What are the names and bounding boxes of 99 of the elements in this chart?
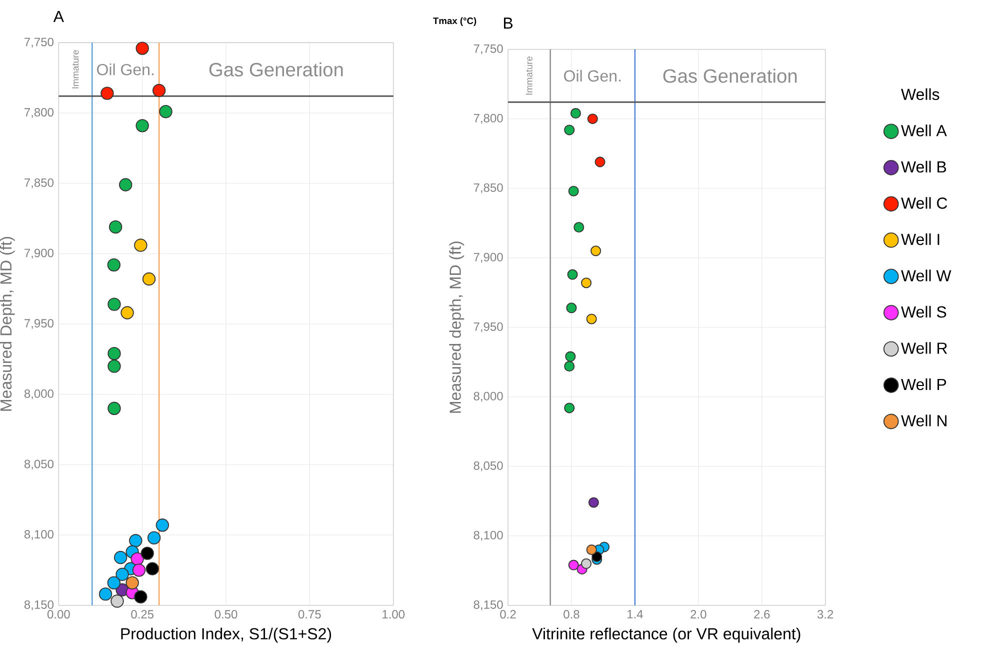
y-tick-label: 8,100 bbox=[24, 530, 54, 540]
y-tick-label: 7,850 bbox=[474, 183, 503, 194]
y-tick-label: 8,150 bbox=[24, 600, 54, 610]
point bbox=[110, 594, 124, 608]
point bbox=[567, 269, 578, 280]
chart-title: B bbox=[504, 17, 512, 28]
legend-label: Well N bbox=[901, 414, 946, 426]
chart-title: A bbox=[53, 10, 64, 22]
point bbox=[588, 497, 599, 508]
y-tick-label: 7,750 bbox=[474, 44, 503, 54]
legend-label: Well B bbox=[901, 160, 946, 172]
point bbox=[136, 42, 149, 55]
point bbox=[586, 314, 597, 324]
y-tick-label: 7,750 bbox=[24, 38, 54, 48]
x-tick-label: 0.2 bbox=[500, 610, 516, 618]
point bbox=[100, 86, 114, 100]
text: Tmax (°C) bbox=[433, 17, 476, 26]
point bbox=[136, 118, 149, 132]
annotation: Immature bbox=[72, 50, 79, 88]
point bbox=[126, 576, 139, 590]
y-axis-title: Measured depth, MD (ft) bbox=[449, 242, 464, 413]
point bbox=[116, 568, 129, 581]
y-tick-label: 8,000 bbox=[474, 392, 503, 402]
y-axis-title: Measured Depth, MD (ft) bbox=[0, 236, 15, 411]
point bbox=[152, 84, 166, 97]
x-tick-label: 0.00 bbox=[47, 610, 70, 618]
x-axis-title: Vitrinite reflectance (or VR equivalent) bbox=[532, 628, 800, 642]
point bbox=[107, 258, 120, 272]
x-tick-label: 2.0 bbox=[690, 610, 706, 618]
y-tick-label: 7,900 bbox=[474, 252, 503, 263]
point bbox=[98, 587, 112, 601]
point bbox=[120, 306, 134, 320]
x-tick-label: 2.6 bbox=[754, 610, 770, 618]
legend-label: Well C bbox=[901, 196, 948, 209]
point bbox=[581, 558, 592, 569]
annotation: Oil Gen. bbox=[97, 63, 154, 76]
point bbox=[568, 560, 579, 570]
point bbox=[134, 590, 148, 604]
point bbox=[564, 124, 575, 136]
point bbox=[108, 220, 122, 234]
point bbox=[140, 546, 154, 560]
x-tick-label: 0.8 bbox=[564, 610, 580, 618]
point bbox=[564, 402, 575, 414]
annotation: Gas Generation bbox=[209, 62, 343, 76]
legend-label: Well A bbox=[901, 124, 947, 136]
point bbox=[156, 518, 170, 532]
point bbox=[108, 359, 121, 373]
y-tick-label: 7,800 bbox=[24, 108, 54, 118]
point bbox=[590, 245, 602, 256]
point bbox=[132, 563, 146, 577]
x-axis-title: Production Index, S1/(S1+S2) bbox=[121, 628, 332, 642]
point bbox=[119, 178, 132, 192]
point bbox=[114, 550, 128, 564]
legend-label: Well P bbox=[901, 378, 946, 390]
y-tick-label: 8,150 bbox=[474, 600, 503, 610]
point bbox=[107, 576, 120, 590]
point bbox=[142, 272, 156, 286]
point bbox=[586, 544, 597, 555]
x-tick-label: 3.2 bbox=[817, 610, 834, 618]
y-tick-label: 7,950 bbox=[24, 318, 54, 329]
point bbox=[129, 534, 142, 548]
y-tick-label: 7,850 bbox=[24, 178, 54, 188]
legend-label: Well W bbox=[901, 269, 952, 282]
annotation: Oil Gen. bbox=[564, 70, 620, 82]
point bbox=[570, 108, 581, 118]
legend-title: Wells bbox=[901, 88, 940, 100]
point bbox=[159, 104, 172, 118]
annotation: Gas Generation bbox=[663, 68, 797, 83]
point bbox=[146, 562, 159, 576]
point bbox=[108, 298, 121, 311]
x-tick-label: 0.50 bbox=[214, 610, 238, 618]
legend-label: Well I bbox=[901, 233, 940, 245]
y-tick-label: 8,100 bbox=[474, 530, 503, 541]
point bbox=[564, 360, 575, 372]
legend-label: Well S bbox=[901, 306, 946, 318]
y-tick-label: 8,050 bbox=[474, 461, 503, 472]
point bbox=[147, 531, 161, 544]
x-tick-label: 0.75 bbox=[298, 610, 321, 618]
point bbox=[134, 238, 148, 252]
point bbox=[568, 186, 579, 196]
y-tick-label: 7,800 bbox=[474, 114, 503, 124]
point bbox=[587, 113, 598, 124]
x-tick-label: 0.25 bbox=[131, 610, 154, 618]
y-tick-label: 7,900 bbox=[24, 248, 54, 258]
y-tick-label: 8,050 bbox=[24, 460, 54, 470]
x-tick-label: 1.00 bbox=[382, 610, 405, 618]
point bbox=[108, 346, 121, 360]
point bbox=[108, 402, 121, 415]
point bbox=[594, 156, 606, 168]
point bbox=[581, 277, 592, 288]
annotation: Immature bbox=[526, 56, 532, 94]
point bbox=[566, 302, 577, 313]
point bbox=[592, 551, 602, 562]
legend-label: Well R bbox=[901, 342, 948, 354]
y-tick-label: 8,000 bbox=[24, 389, 54, 400]
y-tick-label: 7,950 bbox=[474, 322, 503, 332]
x-tick-label: 1.4 bbox=[628, 610, 643, 618]
point bbox=[574, 222, 584, 232]
point bbox=[565, 351, 576, 362]
